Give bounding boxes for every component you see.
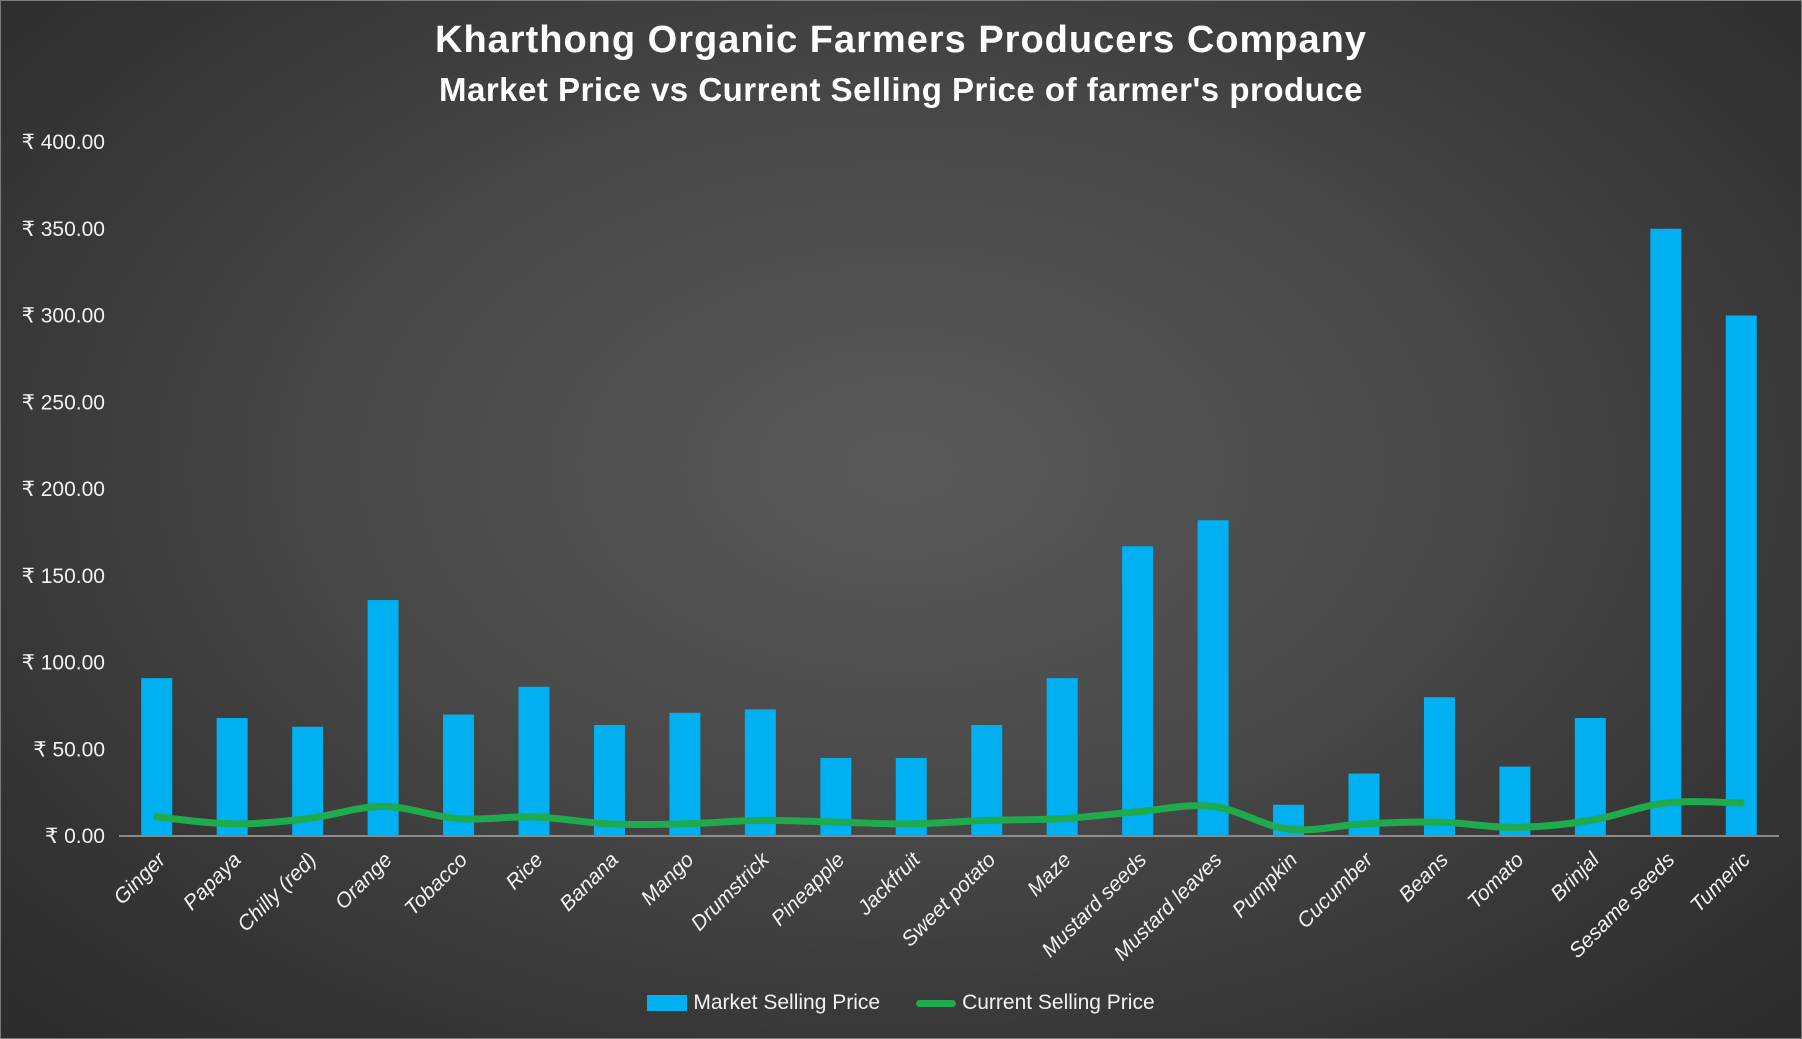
legend-swatch-current xyxy=(916,999,957,1007)
y-tick-label: ₹ 150.00 xyxy=(22,565,105,588)
legend-label-market: Market Selling Price xyxy=(693,991,881,1014)
x-tick-label: Pumpkin xyxy=(1228,848,1302,922)
y-tick-label: ₹ 50.00 xyxy=(33,738,105,761)
bar-beans xyxy=(1423,697,1455,836)
x-tick-label: Tomato xyxy=(1463,848,1528,913)
bar-drumstrick xyxy=(744,709,776,836)
bar-series xyxy=(141,228,1757,836)
bar-maze xyxy=(1046,678,1078,836)
x-tick-label: Banana xyxy=(556,848,623,915)
chart-subtitle: Market Price vs Current Selling Price of… xyxy=(439,71,1363,108)
x-tick-label: Papaya xyxy=(179,848,246,915)
bar-ginger xyxy=(141,678,173,836)
bar-orange xyxy=(367,600,399,836)
y-axis-ticks: ₹ 400.00 ₹ 350.00 ₹ 300.00 ₹ 250.00 ₹ 200.00… xyxy=(22,131,105,848)
x-tick-label: Pineapple xyxy=(767,848,849,930)
bar-papaya xyxy=(216,718,248,836)
bar-sesame-seeds xyxy=(1650,228,1682,836)
y-tick-label: ₹ 200.00 xyxy=(22,478,105,501)
x-tick-label: Mango xyxy=(637,848,699,910)
x-tick-label: Orange xyxy=(331,848,397,914)
bar-mustard-seeds xyxy=(1122,546,1154,836)
x-tick-label: Ginger xyxy=(109,848,171,910)
y-tick-label: ₹ 250.00 xyxy=(22,391,105,414)
chart-title: Kharthong Organic Farmers Producers Comp… xyxy=(435,19,1367,61)
bar-tumeric xyxy=(1725,315,1757,836)
x-tick-label: Beans xyxy=(1395,848,1454,907)
x-tick-label: Drumstrick xyxy=(687,847,775,935)
x-tick-label: Cucumber xyxy=(1293,848,1378,933)
legend-item-current: Current Selling Price xyxy=(916,991,1155,1015)
x-tick-label: Tumeric xyxy=(1686,848,1755,917)
bar-mustard-leaves xyxy=(1197,520,1229,836)
y-tick-label: ₹ 300.00 xyxy=(22,305,105,328)
legend: Market Selling Price Current Selling Pri… xyxy=(1,991,1801,1015)
x-tick-label: Brinjal xyxy=(1546,847,1604,905)
bar-mango xyxy=(669,712,701,836)
x-tick-label: Tobacco xyxy=(400,848,472,920)
y-tick-label: ₹ 0.00 xyxy=(45,825,105,848)
current-selling-price-line xyxy=(153,798,1745,834)
bar-banana xyxy=(593,724,625,836)
y-tick-label: ₹ 400.00 xyxy=(22,131,105,154)
legend-item-market: Market Selling Price xyxy=(647,991,880,1015)
y-tick-label: ₹ 350.00 xyxy=(22,218,105,241)
x-tick-label: Rice xyxy=(502,848,548,894)
y-tick-label: ₹ 100.00 xyxy=(22,652,105,675)
x-tick-label: Chilly (red) xyxy=(233,848,321,936)
legend-swatch-market xyxy=(647,995,688,1011)
bar-rice xyxy=(518,686,550,836)
x-tick-label: Maze xyxy=(1023,848,1076,901)
legend-label-current: Current Selling Price xyxy=(962,991,1155,1014)
x-tick-label: Jackfruit xyxy=(853,847,926,920)
